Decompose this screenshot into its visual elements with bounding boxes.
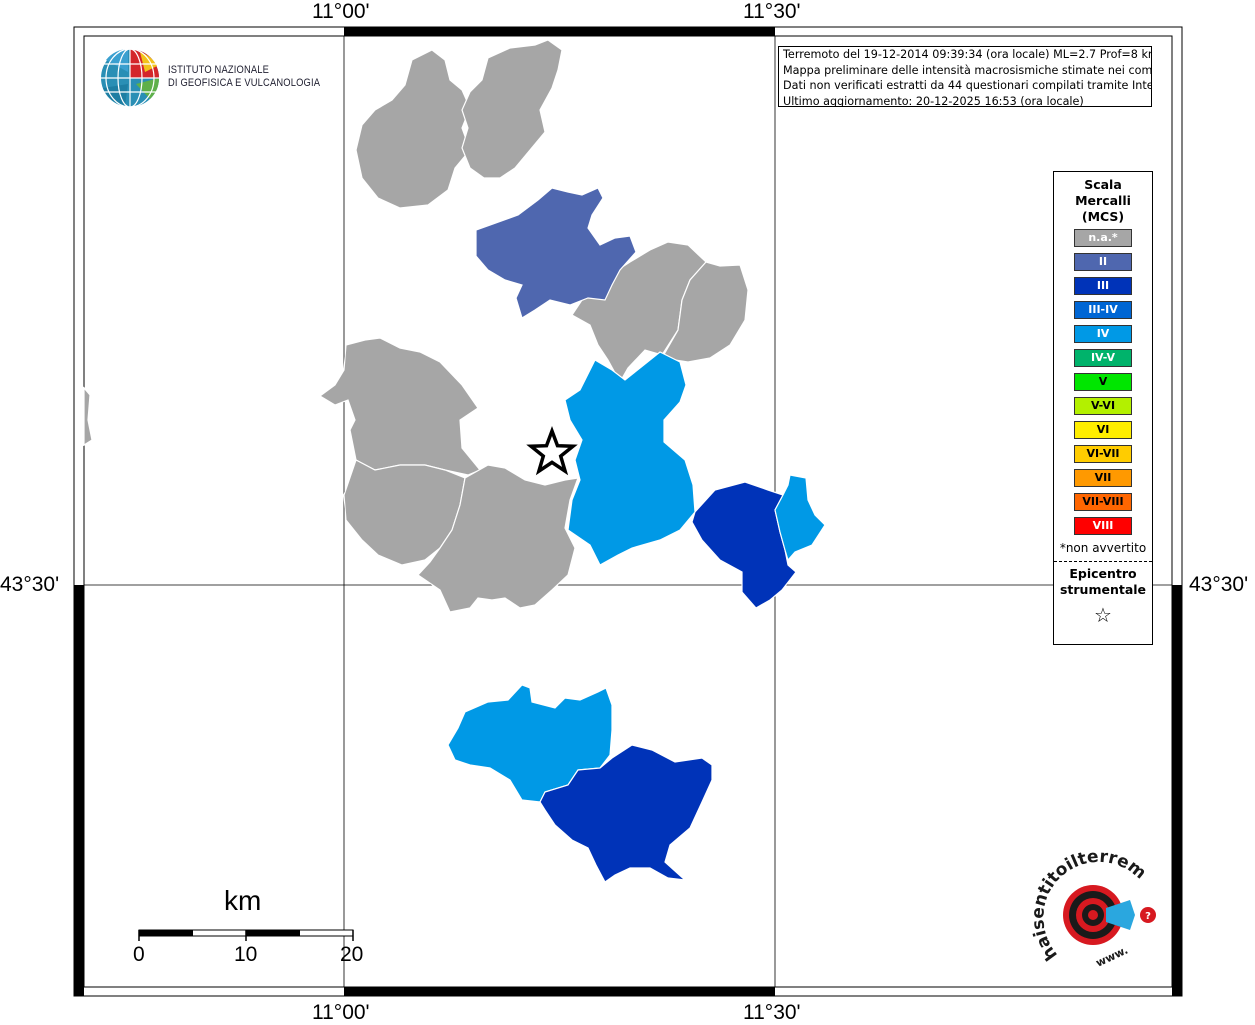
info-line1: Terremoto del 19-12-2014 09:39:34 (ora l… (783, 48, 1152, 61)
scale-label-20: 20 (340, 943, 364, 966)
earthquake-info-box: Terremoto del 19-12-2014 09:39:34 (ora l… (778, 46, 1152, 107)
ingv-line1: ISTITUTO NAZIONALE (168, 64, 270, 76)
info-line3: Dati non verificati estratti da 44 quest… (783, 79, 1152, 92)
municipality-na-west-edge (83, 386, 93, 447)
municipality-intensity-iv (564, 351, 696, 566)
municipality-na (355, 49, 471, 209)
legend-epicenter-label: Epicentro strumentale (1054, 566, 1152, 598)
legend-note: *non avvertito (1059, 541, 1147, 555)
svg-text:www.: www. (1094, 944, 1130, 970)
legend-item-iv: IV (1074, 325, 1132, 343)
ingv-globe-icon (101, 48, 159, 108)
legend-item-ii: II (1074, 253, 1132, 271)
scale-label-0: 0 (133, 943, 145, 966)
legend-title-line3: (MCS) (1081, 209, 1125, 224)
legend-item-iii: III (1074, 277, 1132, 295)
longitude-label-top-11-30: 11°30' (743, 0, 801, 23)
scale-bar (138, 929, 354, 941)
longitude-label-top-11-00: 11°00' (312, 0, 370, 23)
scale-unit: km (224, 885, 262, 916)
municipality-na (417, 464, 579, 613)
legend-separator (1054, 561, 1152, 562)
legend-item-v-vi: V-VI (1074, 397, 1132, 415)
municipality-intensity-iii (539, 744, 713, 883)
frame-bar-bottom (344, 987, 775, 996)
info-line2: Mappa preliminare delle intensità macros… (783, 63, 1152, 77)
epicenter-star (526, 426, 578, 476)
legend-item-vii-viii: VII-VIII (1074, 493, 1132, 511)
legend-item-iv-v: IV-V (1074, 349, 1132, 367)
longitude-label-bottom-11-30: 11°30' (743, 1001, 801, 1024)
legend-item-na: n.a.* (1074, 229, 1132, 247)
frame-bar-right (1172, 585, 1182, 996)
longitude-label-bottom-11-00: 11°00' (312, 1001, 370, 1024)
latitude-label-left: 43°30' (0, 573, 60, 596)
legend-item-v: V (1074, 373, 1132, 391)
municipality-intensity-ii (475, 187, 637, 319)
legend-item-vi-vii: VI-VII (1074, 445, 1132, 463)
frame-bar-left (74, 585, 84, 996)
legend-items: n.a.* II III III-IV IV IV-V V V-VI VI VI-VII VII VI… (1054, 229, 1152, 535)
legend-item-vii: VII (1074, 469, 1132, 487)
ingv-logo-text: ISTITUTO NAZIONALE DI GEOFISICA E VULCAN… (168, 64, 320, 90)
scale-label-10: 10 (234, 943, 258, 966)
mcs-legend: Scala Mercalli (MCS) n.a.* II III III-IV IV I… (1053, 171, 1153, 645)
municipality-intensity-iv (447, 684, 613, 803)
latitude-label-right: 43°30' (1189, 573, 1249, 596)
legend-epicenter-line2: strumentale (1059, 582, 1147, 597)
municipality-na (571, 241, 707, 384)
legend-epicenter-line1: Epicentro (1069, 566, 1137, 581)
municipality-intensity-iv (774, 474, 826, 562)
frame-bar-top (344, 27, 775, 36)
municipality-na (461, 39, 563, 179)
legend-item-iii-iv: III-IV (1074, 301, 1132, 319)
legend-title-line2: Mercalli (1075, 193, 1131, 208)
legend-title: Scala Mercalli (MCS) (1054, 177, 1152, 225)
svg-text:?: ? (1145, 911, 1151, 922)
municipality-na (661, 261, 749, 363)
info-line4: Ultimo aggiornamento: 20-12-2025 16:53 (… (783, 94, 1084, 107)
ingv-line2: DI GEOFISICA E VULCANOLOGIA (168, 77, 321, 89)
legend-title-line1: Scala (1084, 177, 1122, 192)
legend-item-viii: VIII (1074, 517, 1132, 535)
legend-item-vi: VI (1074, 421, 1132, 439)
legend-star-icon: ☆ (1094, 603, 1112, 627)
